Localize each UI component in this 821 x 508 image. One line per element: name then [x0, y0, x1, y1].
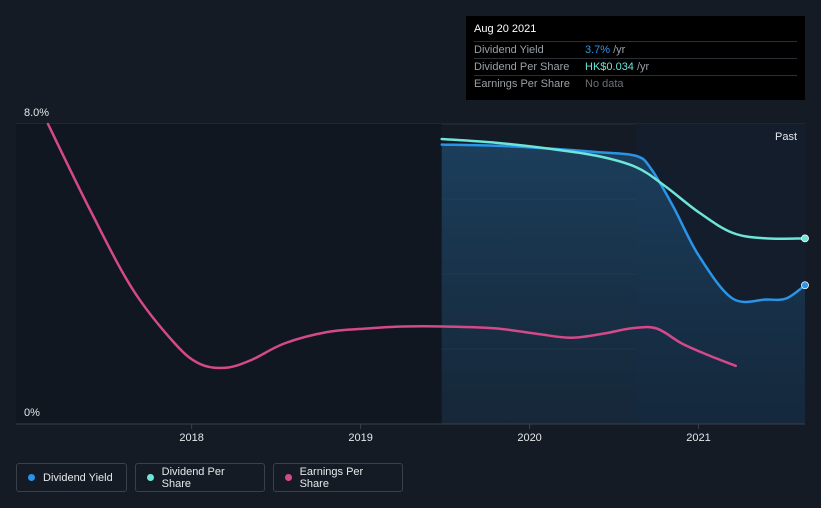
x-tick-label: 2018 [179, 432, 203, 444]
legend-dot-icon [28, 474, 35, 481]
legend-label: Dividend Per Share [161, 465, 225, 490]
tooltip: Aug 20 2021 Dividend Yield 3.7% /yr Divi… [466, 16, 805, 100]
x-tick-label: 2020 [517, 432, 541, 444]
legend-dot-icon [285, 474, 292, 481]
tooltip-value: 3.7% [585, 44, 611, 56]
legend-dividend-per-share[interactable]: Dividend Per Share [135, 463, 265, 492]
earnings-per-share-line [46, 122, 737, 370]
dividend-yield-area [441, 144, 805, 424]
tooltip-value: HK$0.034 [585, 61, 634, 73]
tooltip-date: Aug 20 2021 [474, 23, 797, 42]
tooltip-row-dividend-per-share: Dividend Per Share HK$0.034 /yr [474, 59, 797, 76]
tooltip-label: Dividend Per Share [474, 61, 570, 73]
tooltip-unit: /yr [613, 44, 626, 56]
tooltip-row-dividend-yield: Dividend Yield 3.7% /yr [474, 42, 797, 59]
dividend-yield-end-marker [801, 281, 809, 290]
y-axis-max-label: 8.0% [24, 107, 49, 119]
dividend-per-share-end-marker [801, 234, 809, 243]
past-label: Past [775, 131, 797, 143]
tooltip-unit: /yr [636, 61, 650, 73]
tooltip-label: Earnings Per Share [474, 78, 570, 90]
legend-label: Dividend Yield [43, 471, 113, 484]
tooltip-value: No data [585, 78, 624, 90]
x-tick-label: 2019 [348, 432, 372, 444]
past-region [16, 124, 442, 424]
legend-label: Earnings Per Share [299, 465, 364, 490]
legend-dividend-yield[interactable]: Dividend Yield [16, 463, 127, 492]
x-tick-label: 2021 [686, 432, 710, 444]
legend-dot-icon [147, 474, 154, 481]
tooltip-row-earnings-per-share: Earnings Per Share No data [474, 76, 797, 92]
y-axis-min-label: 0% [24, 407, 40, 419]
dividend-per-share-line [440, 137, 807, 241]
legend-earnings-per-share[interactable]: Earnings Per Share [273, 463, 403, 492]
tooltip-label: Dividend Yield [474, 44, 544, 56]
